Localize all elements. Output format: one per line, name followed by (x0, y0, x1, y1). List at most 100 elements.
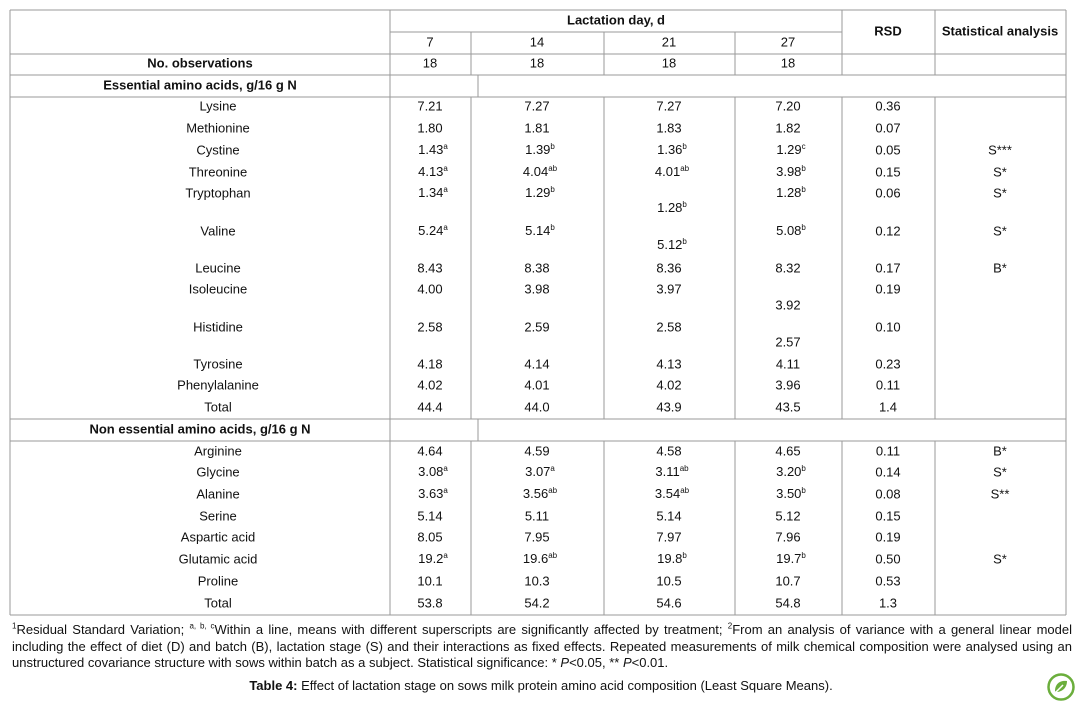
cell: 19.8b (657, 551, 687, 566)
cell-value: 1.28 (776, 185, 801, 200)
rsd: 0.17 (875, 260, 900, 275)
cell: 1.83 (656, 120, 681, 135)
header-day: 21 (662, 34, 676, 49)
row-label: Total (204, 595, 232, 610)
cell: 4.64 (417, 443, 442, 458)
row-label: Histidine (193, 319, 243, 334)
cell: 2.57 (775, 334, 800, 349)
cell-value: 5.12 (657, 237, 682, 252)
cell-value: 4.04 (523, 164, 548, 179)
cell: 10.7 (775, 573, 800, 588)
row-label: Tyrosine (193, 356, 242, 371)
footnote-text: a, b, c (189, 621, 215, 631)
cell-value: 5.08 (776, 223, 801, 238)
cell: 2.59 (524, 319, 549, 334)
cell: 4.65 (775, 443, 800, 458)
cell-superscript: b (801, 185, 806, 194)
stat: S* (993, 185, 1007, 200)
cell: 3.92 (775, 297, 800, 312)
row-label: Cystine (196, 142, 239, 157)
cell: 8.05 (417, 529, 442, 544)
obs-value: 18 (530, 55, 544, 70)
header-stat: Statistical analysis (942, 23, 1058, 38)
cell: 1.29c (776, 142, 805, 157)
row-label: Phenylalanine (177, 377, 259, 392)
cell: 43.9 (656, 399, 681, 414)
cell-value: 3.08 (418, 464, 443, 479)
cell: 1.36b (657, 142, 687, 157)
cell-value: 5.14 (525, 223, 550, 238)
cell-value: 3.98 (776, 164, 801, 179)
footnote-text: <0.01. (631, 655, 669, 670)
cell: 7.96 (775, 529, 800, 544)
footnote: 1Residual Standard Variation; a, b, cWit… (12, 622, 1072, 672)
cell: 3.07a (525, 464, 555, 479)
cell: 3.56ab (523, 486, 558, 501)
cell: 7.27 (656, 98, 681, 113)
cell-superscript: a (550, 464, 555, 473)
caption: Table 4: Effect of lactation stage on so… (0, 678, 1082, 693)
rsd: 1.3 (879, 595, 897, 610)
cell: 1.81 (524, 120, 549, 135)
cell: 4.13a (418, 164, 448, 179)
rsd: 0.05 (875, 142, 900, 157)
obs-value: 18 (662, 55, 676, 70)
cell: 4.58 (656, 443, 681, 458)
stat: S* (993, 164, 1007, 179)
cell: 1.28b (776, 185, 806, 200)
rsd: 0.36 (875, 98, 900, 113)
cell-superscript: b (550, 142, 555, 151)
row-label: Valine (200, 223, 235, 238)
rsd: 0.10 (875, 319, 900, 334)
row-label: Glycine (196, 464, 239, 479)
cell: 1.82 (775, 120, 800, 135)
cell: 4.59 (524, 443, 549, 458)
cell-superscript: ab (680, 164, 689, 173)
row-label: Total (204, 399, 232, 414)
cell: 4.02 (656, 377, 681, 392)
cell-superscript: ab (680, 464, 689, 473)
obs-value: 18 (423, 55, 437, 70)
section-title: Essential amino acids, g/16 g N (103, 77, 297, 92)
cell-value: 19.7 (776, 551, 801, 566)
footnote-text: 2 (727, 621, 733, 631)
cell-value: 3.50 (776, 486, 801, 501)
cell: 10.1 (417, 573, 442, 588)
cell: 1.28b (657, 200, 687, 215)
section-title: Non essential amino acids, g/16 g N (89, 421, 310, 436)
rsd: 0.19 (875, 529, 900, 544)
stat: S* (993, 223, 1007, 238)
cell-superscript: b (550, 185, 555, 194)
cell-value: 1.36 (657, 142, 682, 157)
cell: 1.43a (418, 142, 448, 157)
cell-superscript: b (682, 551, 687, 560)
cell: 3.96 (775, 377, 800, 392)
footnote-text: Residual Standard Variation; (16, 622, 190, 637)
cell-superscript: b (682, 142, 687, 151)
rsd: 0.23 (875, 356, 900, 371)
cell: 4.02 (417, 377, 442, 392)
cell: 5.11 (525, 508, 549, 523)
rsd: 0.07 (875, 120, 900, 135)
stat: S* (993, 551, 1007, 566)
cell-value: 3.07 (525, 464, 550, 479)
cell-value: 1.28 (657, 200, 682, 215)
cell: 1.29b (525, 185, 555, 200)
header-day: 7 (426, 34, 433, 49)
cell-value: 19.6 (523, 551, 548, 566)
cell-value: 3.63 (418, 486, 443, 501)
row-label: Glutamic acid (179, 551, 258, 566)
cell: 4.14 (524, 356, 549, 371)
cell: 3.11ab (655, 464, 689, 479)
cell: 19.2a (418, 551, 448, 566)
cell-superscript: ab (548, 551, 557, 560)
cell: 10.5 (656, 573, 681, 588)
row-label: Isoleucine (189, 281, 248, 296)
cell-value: 4.01 (655, 164, 680, 179)
cell: 19.7b (776, 551, 806, 566)
obs-value: 18 (781, 55, 795, 70)
cell-superscript: b (801, 551, 806, 560)
cell-superscript: b (801, 486, 806, 495)
cell-value: 3.56 (523, 486, 548, 501)
